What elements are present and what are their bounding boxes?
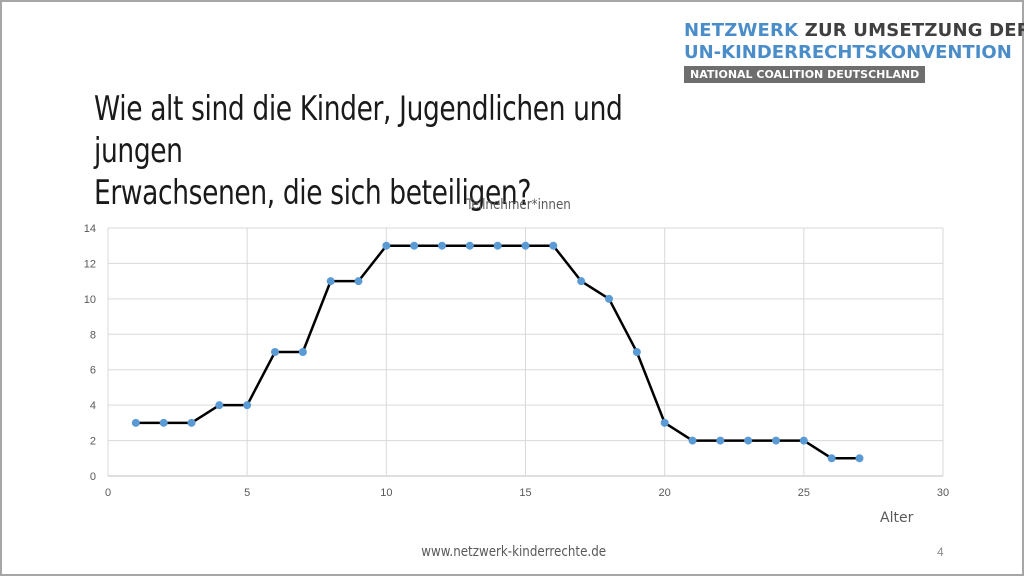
chart-tick-labels: 0 2 4 6 8 10 12 14 0 5 10 15 20 25 30 bbox=[84, 223, 949, 499]
data-point bbox=[159, 418, 168, 427]
series-line bbox=[135, 244, 860, 460]
data-point bbox=[855, 454, 864, 463]
logo-netzwerk: NETZWERK bbox=[684, 20, 799, 41]
data-point bbox=[438, 241, 446, 250]
footer-wrap: www.netzwerk-kinderrechte.de bbox=[2, 544, 1024, 560]
y-tick-label: 10 bbox=[84, 294, 96, 306]
x-tick-label: 10 bbox=[380, 487, 392, 499]
data-point bbox=[493, 241, 502, 250]
page-number: 4 bbox=[937, 545, 944, 559]
data-point bbox=[772, 436, 780, 445]
data-point bbox=[605, 294, 613, 303]
data-point bbox=[632, 348, 641, 356]
chart-grid bbox=[107, 227, 944, 477]
data-point bbox=[577, 277, 586, 286]
logo-badge: NATIONAL COALITION DEUTSCHLAND bbox=[684, 66, 926, 83]
y-tick-label: 0 bbox=[90, 471, 96, 483]
x-tick-label: 30 bbox=[937, 487, 949, 499]
x-tick-label: 25 bbox=[798, 487, 810, 499]
data-point bbox=[716, 436, 725, 445]
y-tick-label: 8 bbox=[90, 329, 96, 341]
data-point bbox=[465, 241, 474, 250]
data-point bbox=[688, 436, 697, 445]
chart-plot bbox=[131, 241, 864, 463]
logo: NETZWERK ZUR UMSETZUNG DER UN-KINDERRECH… bbox=[684, 20, 1024, 83]
data-point bbox=[298, 348, 307, 356]
data-point bbox=[827, 454, 836, 463]
x-tick-label: 20 bbox=[659, 487, 671, 499]
y-tick-label: 14 bbox=[84, 223, 96, 235]
data-point bbox=[354, 277, 363, 286]
data-point bbox=[549, 241, 558, 250]
x-tick-label: 15 bbox=[519, 487, 531, 499]
data-point bbox=[744, 436, 753, 445]
data-point bbox=[410, 241, 419, 250]
x-tick-label: 5 bbox=[244, 487, 250, 499]
y-tick-label: 6 bbox=[90, 365, 96, 377]
data-point bbox=[660, 418, 669, 427]
slide-title-line2: Erwachsenen, die sich beteiligen? bbox=[94, 173, 532, 213]
data-point bbox=[131, 418, 140, 427]
logo-line1: NETZWERK ZUR UMSETZUNG DER bbox=[684, 20, 1024, 41]
data-point bbox=[326, 277, 335, 286]
data-point bbox=[271, 348, 279, 356]
y-tick-label: 12 bbox=[84, 258, 96, 270]
slide-title: Wie alt sind die Kinder, Jugendlichen un… bbox=[94, 88, 687, 214]
data-point bbox=[187, 418, 196, 427]
logo-line1-rest: ZUR UMSETZUNG DER bbox=[798, 20, 1024, 41]
chart-title-wrap: Teilnehmer*innen bbox=[2, 197, 1024, 213]
chart-title: Teilnehmer*innen bbox=[466, 197, 572, 213]
x-axis-label: Alter bbox=[880, 510, 914, 526]
y-tick-label: 4 bbox=[90, 400, 96, 412]
data-point bbox=[799, 436, 808, 445]
footer-url: www.netzwerk-kinderrechte.de bbox=[421, 544, 607, 560]
slide-title-line1: Wie alt sind die Kinder, Jugendlichen un… bbox=[94, 89, 623, 171]
logo-line2: UN-KINDERRECHTSKONVENTION bbox=[684, 42, 1012, 63]
y-tick-label: 2 bbox=[90, 436, 96, 448]
x-tick-label: 0 bbox=[105, 487, 111, 499]
data-point bbox=[382, 241, 391, 250]
data-point bbox=[215, 401, 224, 410]
data-point bbox=[521, 241, 530, 250]
data-point bbox=[243, 401, 252, 410]
